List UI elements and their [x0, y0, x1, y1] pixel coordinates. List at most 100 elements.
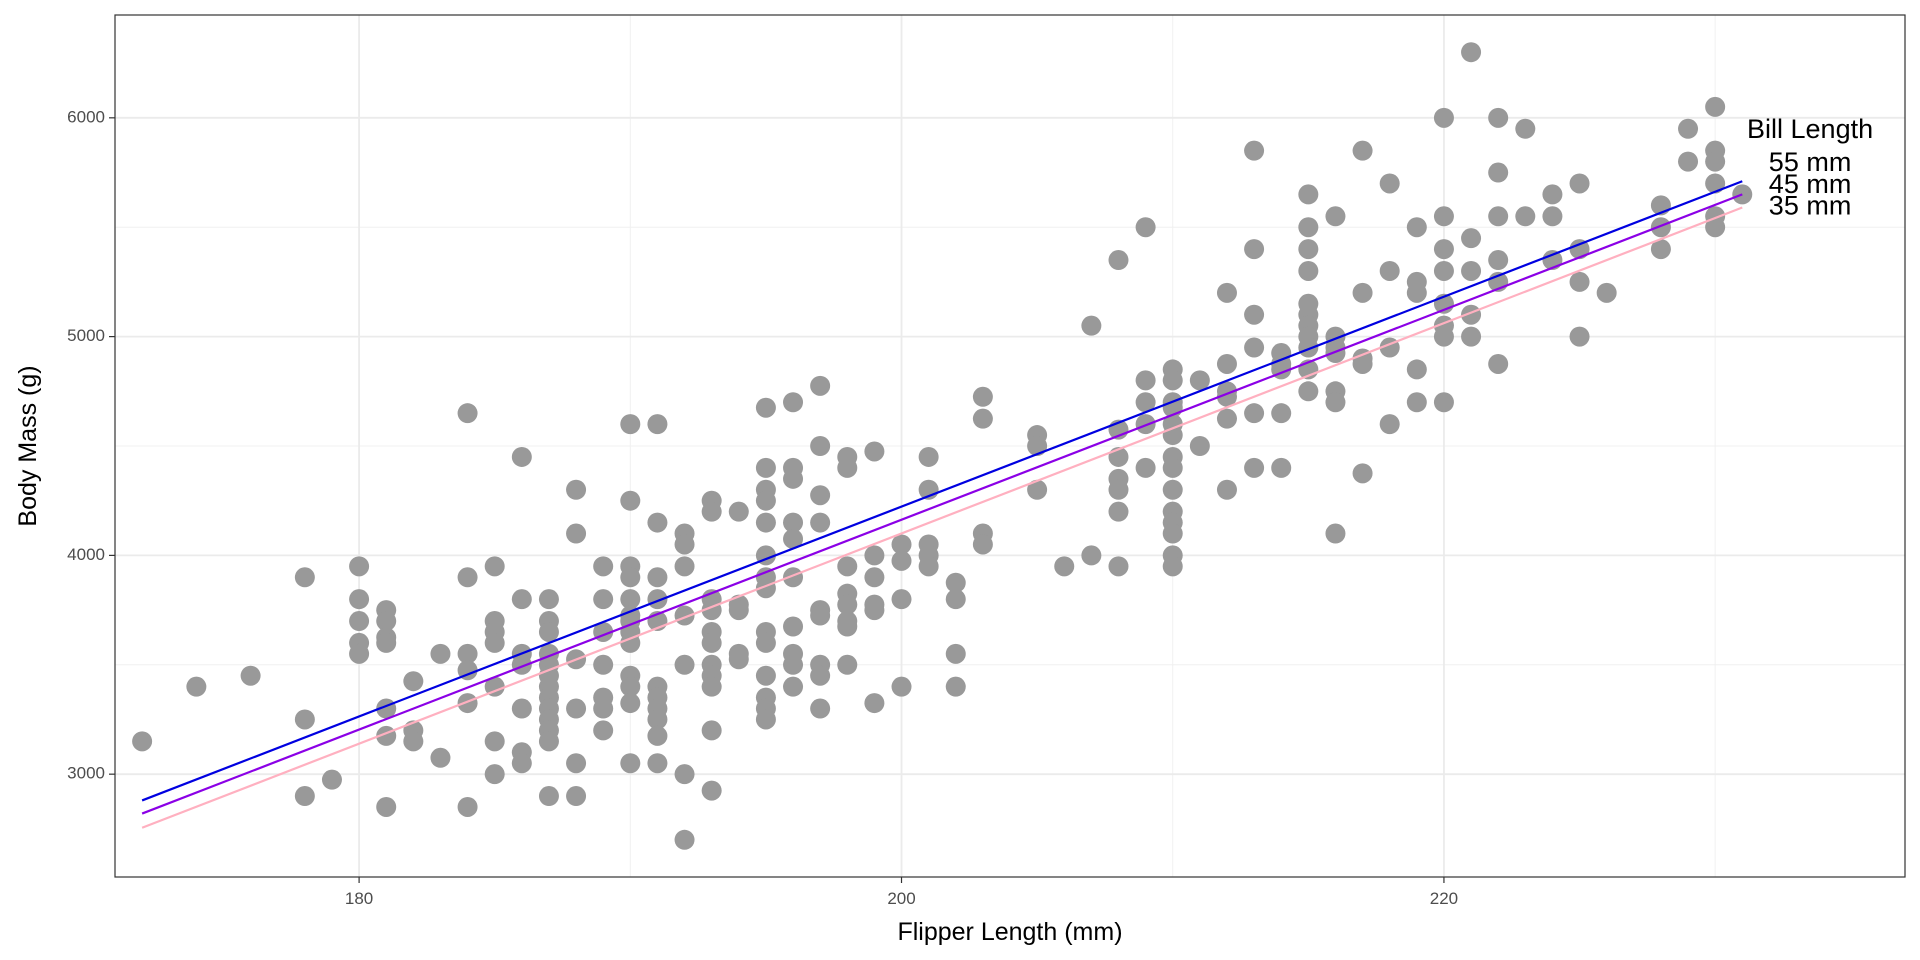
- data-point: [1271, 457, 1292, 478]
- data-point: [1108, 250, 1129, 271]
- x-axis-ticks: 180 200 220: [345, 877, 1458, 908]
- data-point: [1216, 353, 1237, 374]
- data-point: [1515, 206, 1536, 227]
- data-point: [1488, 250, 1509, 271]
- data-point: [1108, 501, 1129, 522]
- data-point: [1298, 217, 1319, 238]
- data-point: [1135, 370, 1156, 391]
- data-point: [620, 490, 641, 511]
- data-point: [783, 567, 804, 588]
- data-point: [1569, 239, 1590, 260]
- data-point: [1379, 260, 1400, 281]
- data-point: [457, 660, 478, 681]
- data-point: [1325, 523, 1346, 544]
- data-point: [1352, 463, 1373, 484]
- data-point: [1298, 239, 1319, 260]
- data-point: [783, 468, 804, 489]
- data-point: [755, 512, 776, 533]
- data-point: [403, 731, 424, 752]
- data-point: [511, 589, 532, 610]
- data-point: [1244, 140, 1265, 161]
- data-point: [1162, 479, 1183, 500]
- regression-line: [141, 180, 1743, 802]
- data-point: [1189, 436, 1210, 456]
- data-point: [457, 796, 478, 817]
- data-point: [593, 556, 614, 577]
- data-point: [240, 665, 261, 686]
- data-point: [484, 556, 505, 577]
- data-point: [511, 654, 532, 675]
- data-point: [376, 632, 397, 653]
- data-point: [566, 786, 587, 807]
- data-point: [484, 676, 505, 697]
- data-point: [1244, 337, 1265, 358]
- data-point: [864, 441, 885, 462]
- data-point: [837, 594, 858, 615]
- data-point: [783, 528, 804, 549]
- data-point: [1135, 392, 1156, 413]
- data-point: [1569, 326, 1590, 347]
- data-point: [647, 512, 668, 533]
- data-point: [701, 632, 722, 653]
- data-point: [674, 654, 695, 675]
- data-point: [755, 709, 776, 730]
- data-point: [1189, 370, 1210, 391]
- data-point: [1244, 457, 1265, 478]
- data-point: [620, 676, 641, 697]
- data-point: [1406, 359, 1427, 380]
- data-point: [294, 786, 315, 807]
- data-point: [484, 731, 505, 752]
- data-point: [810, 665, 831, 686]
- data-point: [511, 446, 532, 467]
- data-point: [674, 534, 695, 555]
- data-point: [918, 446, 939, 467]
- data-point: [1162, 556, 1183, 577]
- data-point: [1244, 304, 1265, 325]
- data-point: [1488, 162, 1509, 183]
- data-point: [1678, 151, 1699, 172]
- data-point: [1352, 282, 1373, 303]
- data-point: [349, 611, 370, 632]
- data-point: [647, 709, 668, 730]
- data-point: [755, 665, 776, 686]
- data-point: [945, 676, 966, 697]
- data-point: [430, 643, 451, 664]
- data-point: [538, 589, 559, 610]
- data-point: [1352, 140, 1373, 161]
- data-point: [728, 600, 749, 621]
- data-point: [647, 414, 668, 435]
- data-point: [1705, 151, 1726, 172]
- data-point: [1244, 403, 1265, 424]
- data-point: [294, 709, 315, 730]
- data-point: [620, 414, 641, 435]
- data-point: [1298, 381, 1319, 402]
- data-point: [1433, 239, 1454, 260]
- data-point: [321, 769, 342, 790]
- data-point: [294, 567, 315, 588]
- y-tick-label: 5000: [67, 326, 105, 345]
- data-point: [755, 397, 776, 418]
- data-point: [566, 523, 587, 544]
- data-point: [1108, 479, 1129, 500]
- data-point: [674, 764, 695, 785]
- data-point: [647, 567, 668, 588]
- data-point: [1488, 107, 1509, 128]
- data-point: [1216, 282, 1237, 303]
- data-point: [755, 632, 776, 653]
- data-point: [1461, 326, 1482, 347]
- data-point: [810, 436, 831, 456]
- data-point: [186, 676, 207, 697]
- data-point: [728, 501, 749, 522]
- data-point: [891, 550, 912, 571]
- data-point: [647, 753, 668, 774]
- data-point: [511, 753, 532, 774]
- regression-lines: [141, 180, 1743, 829]
- data-point: [376, 611, 397, 632]
- data-point: [376, 796, 397, 817]
- data-point: [1027, 479, 1048, 500]
- data-point: [1569, 271, 1590, 292]
- data-point: [1162, 523, 1183, 544]
- data-point: [891, 676, 912, 697]
- data-point: [1488, 206, 1509, 227]
- data-point: [1135, 457, 1156, 478]
